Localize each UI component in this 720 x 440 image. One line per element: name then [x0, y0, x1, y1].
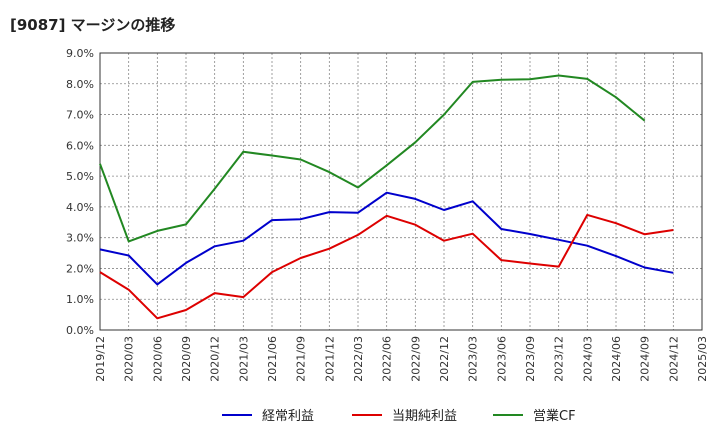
- x-tick-label: 2022/09: [409, 336, 422, 382]
- x-tick-label: 2024/09: [639, 336, 652, 382]
- y-tick-label: 2.0%: [66, 262, 94, 275]
- series-line-経常利益: [99, 191, 674, 286]
- legend-label: 経常利益: [262, 409, 314, 424]
- x-tick-label: 2022/12: [438, 336, 451, 382]
- x-tick-label: 2020/03: [123, 336, 136, 382]
- x-tick-label: 2020/06: [151, 336, 164, 382]
- chart-title: [9087] マージンの推移: [10, 16, 176, 34]
- x-tick-label: 2022/03: [352, 336, 365, 382]
- y-tick-label: 3.0%: [66, 232, 94, 245]
- series-line-営業CF: [99, 74, 646, 243]
- y-tick-label: 8.0%: [66, 78, 94, 91]
- y-tick-label: 5.0%: [66, 170, 94, 183]
- plot-frame: [99, 52, 703, 331]
- x-tick-label: 2020/12: [209, 336, 222, 382]
- x-tick-label: 2021/06: [266, 336, 279, 382]
- x-tick-label: 2020/09: [180, 336, 193, 382]
- x-tick-label: 2021/03: [237, 336, 250, 382]
- x-tick-label: 2021/12: [323, 336, 336, 382]
- x-tick-label: 2023/06: [495, 336, 508, 382]
- y-tick-label: 1.0%: [66, 293, 94, 306]
- legend-label: 営業CF: [533, 408, 576, 424]
- y-tick-label: 0.0%: [66, 324, 94, 337]
- series-line-当期純利益: [99, 213, 674, 320]
- x-tick-label: 2023/12: [553, 336, 566, 382]
- x-tick-label: 2022/06: [381, 336, 394, 382]
- y-tick-label: 6.0%: [66, 139, 94, 152]
- x-tick-label: 2024/12: [667, 336, 680, 382]
- y-tick-label: 7.0%: [66, 109, 94, 122]
- x-tick-label: 2025/03: [696, 336, 709, 382]
- legend-label: 当期純利益: [392, 409, 457, 424]
- x-tick-label: 2019/12: [94, 336, 107, 382]
- y-tick-label: 4.0%: [66, 201, 94, 214]
- x-tick-label: 2024/03: [581, 336, 594, 382]
- x-tick-label: 2024/06: [610, 336, 623, 382]
- x-tick-label: 2023/09: [524, 336, 537, 382]
- y-tick-label: 9.0%: [66, 47, 94, 60]
- x-tick-label: 2021/09: [295, 336, 308, 382]
- x-tick-label: 2023/03: [467, 336, 480, 382]
